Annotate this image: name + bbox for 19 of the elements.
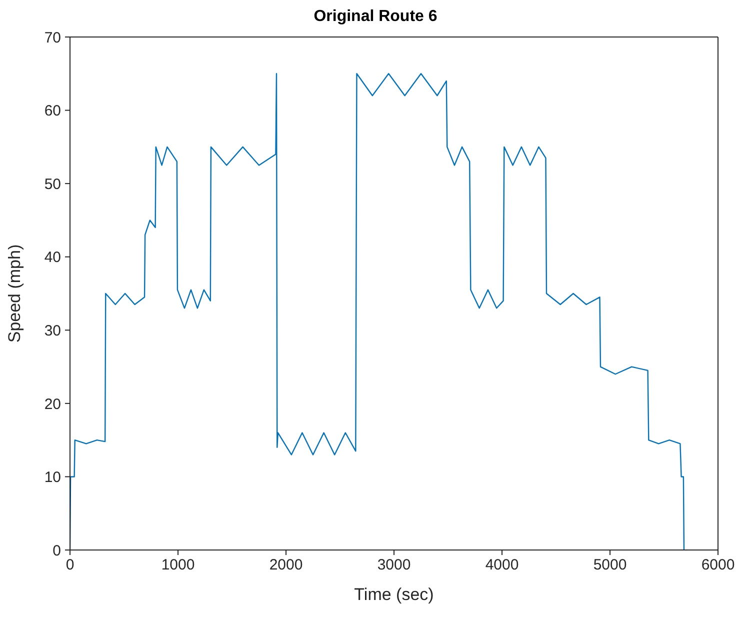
x-tick-label: 5000 [593,556,627,574]
x-tick-label: 4000 [485,556,519,574]
y-tick-label: 40 [44,249,61,266]
y-axis-title: Speed (mph) [5,244,24,343]
y-tick-label: 30 [44,322,61,340]
x-tick-label: 2000 [269,556,303,574]
x-tick-label: 1000 [161,556,195,574]
y-tick-label: 0 [52,542,61,560]
y-tick-label: 50 [44,176,61,193]
y-tick-label: 10 [44,469,61,486]
y-tick-label: 60 [44,102,61,120]
line-series [70,73,685,550]
x-tick-label: 3000 [377,556,411,574]
x-tick-label: 6000 [701,556,735,574]
y-tick-label: 70 [44,29,61,46]
y-tick-label: 20 [44,396,61,413]
chart-title: Original Route 6 [312,8,438,27]
x-axis-title: Time (sec) [354,585,434,604]
x-tick-label: 0 [66,556,74,574]
